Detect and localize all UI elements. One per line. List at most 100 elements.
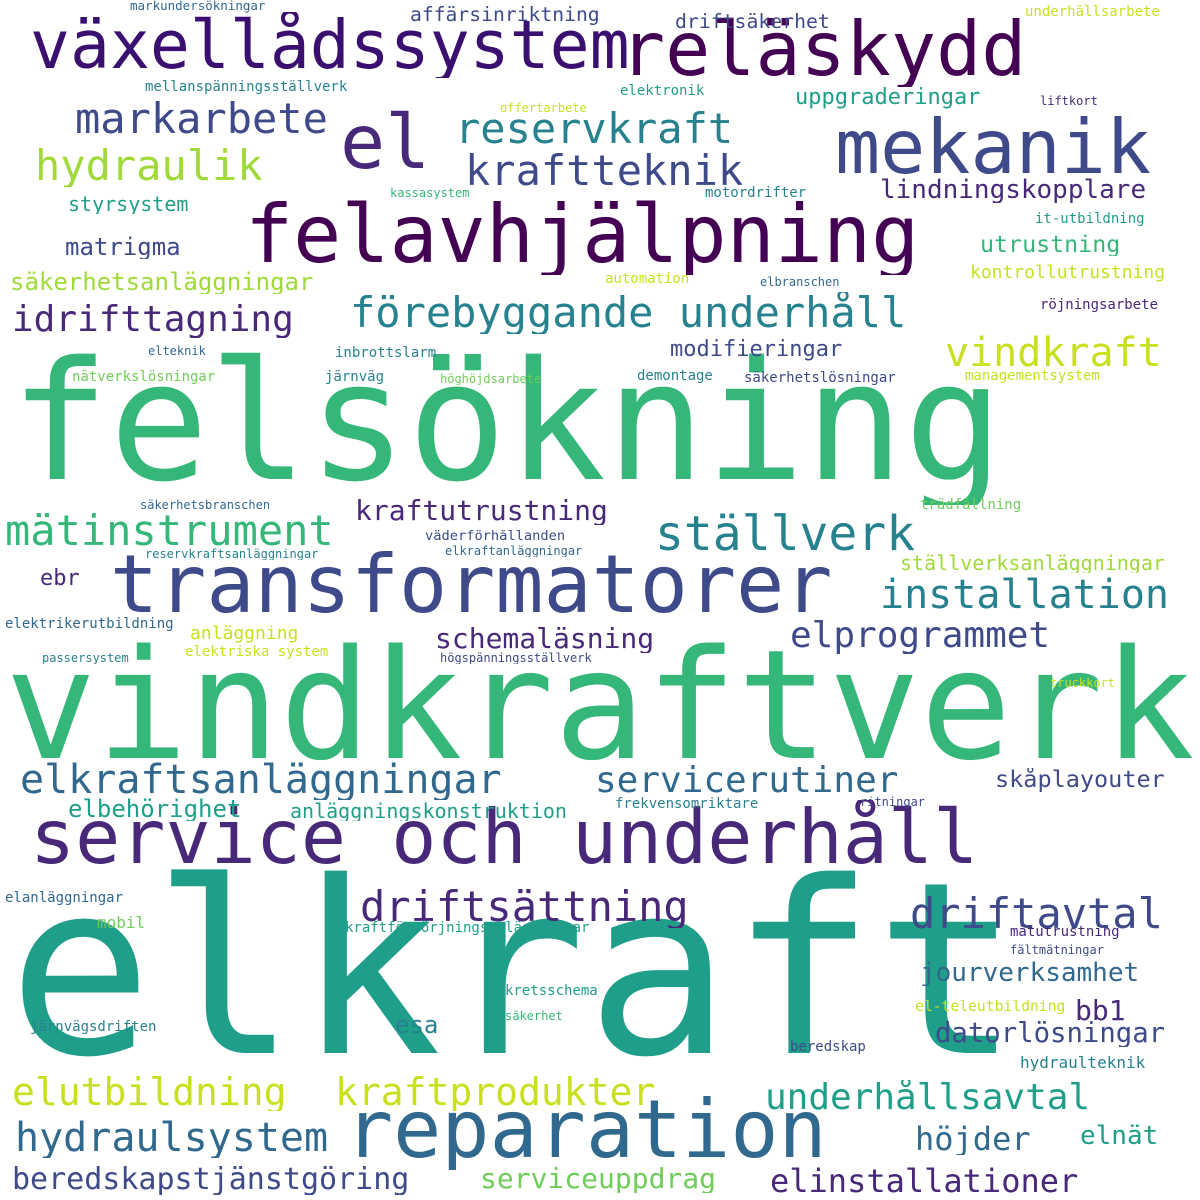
word-inbrottslarm: inbrottslarm [335,346,437,360]
word-kraftforsorjningsanlaggningar: kraftförsörjningsanläggningar [345,921,590,935]
word-kontrollutrustning: kontrollutrustning [970,264,1166,282]
word-elektriska-system: elektriska system [185,645,329,659]
word-sakerhetslosningar: säkerhetslösningar [744,371,896,385]
word-passersystem: passersystem [42,652,129,664]
word-managementsystem: managementsystem [965,369,1100,383]
word-elbranschen: elbranschen [760,276,840,288]
word-felavhjalpning: felavhjälpning [245,195,920,275]
word-driftavtal: driftavtal [910,893,1163,935]
word-forebyggande-underhall: förebyggande underhåll [350,292,907,334]
word-jarnvagsdriften: järnvägsdriften [30,1020,157,1034]
word-elektronik: elektronik [620,84,705,98]
word-elektrikerutbildning: elektrikerutbildning [5,617,174,631]
word-sakerhetsanlaggningar: säkerhetsanläggningar [10,270,314,294]
word-liftkort: liftkort [1040,95,1098,107]
word-skaplayouter: skåplayouter [995,768,1165,792]
word-mellanspanningsstallverk: mellanspänningsställverk [145,80,348,94]
word-underhallsavtal: underhållsavtal [765,1080,1091,1116]
word-hydraulsystem: hydraulsystem [15,1118,329,1158]
word-hydraulteknik: hydraulteknik [1020,1055,1146,1071]
word-bb1: bb1 [1075,997,1126,1025]
word-reparation: reparation [345,1090,827,1170]
word-kraftteknik: kraftteknik [465,150,744,192]
word-jarnvag: järnväg [325,370,385,384]
word-matutrustning: mätutrustning [1010,925,1120,939]
word-reservkraftsanlaggningar: reservkraftsanläggningar [145,548,319,560]
word-lindningskopplare: lindningskopplare [880,177,1147,203]
word-kassasystem: kassasystem [390,187,470,199]
word-elteknik: elteknik [148,345,206,357]
word-modifieringar: modifieringar [670,339,843,361]
word-elkraftanlaggningar: elkraftanläggningar [445,545,583,557]
word-offertarbete: offertarbete [500,102,587,114]
word-vaxelladssystem: växellådssystem [30,12,630,79]
word-matinstrument: mätinstrument [5,510,334,552]
word-installation: installation [880,575,1169,615]
word-markarbete: markarbete [75,98,328,140]
word-elinstallationer: elinstallationer [770,1165,1079,1197]
word-kraftutrustning: kraftutrustning [355,497,608,525]
word-affarsinriktning: affärsinriktning [410,5,600,25]
word-markundersokningar: markundersökningar [130,0,265,13]
word-hoghojdsarbete: höghöjdsarbete [440,373,542,385]
word-utrustning: utrustning [980,233,1120,257]
word-sakerhet: säkerhet [505,1010,563,1022]
word-beredskapstjanstgoring: beredskapstjänstgöring [12,1165,410,1195]
word-faltmatningar: fältmätningar [1010,944,1104,956]
word-anlaggningskonstruktion: anläggningskonstruktion [290,801,567,821]
word-elnat: elnät [1080,1123,1159,1149]
word-felsokning: felsökning [10,340,1004,505]
word-service-och-underhall: service och underhåll [30,800,979,875]
word-elkraft: elkraft [8,850,1020,1090]
word-hydraulik: hydraulik [35,145,263,187]
word-anlaggning: anläggning [190,625,299,643]
word-mekanik: mekanik [835,110,1152,185]
word-reservkraft: reservkraft [455,108,734,150]
word-elkraftsanlaggningar: elkraftsanläggningar [20,760,502,800]
word-hojder: höjder [915,1123,1031,1155]
word-driftsattning: driftsättning [360,886,689,928]
word-elanlaggningar: elanläggningar [5,891,124,905]
word-esa: esa [395,1013,439,1037]
word-natverkslosningar: nätverkslösningar [72,370,216,384]
word-rojningsarbete: röjningsarbete [1040,298,1159,312]
word-it-utbildning: it-utbildning [1035,212,1145,226]
word-vaderforhallanden: väderförhållanden [425,530,565,544]
word-truckkort: truckkort [1050,677,1116,689]
word-demontage: demontage [637,369,713,383]
word-motordrifter: motordrifter [705,186,807,200]
word-elbehorighet: elbehörighet [68,797,242,821]
word-elutbildning: elutbildning [12,1073,287,1111]
word-kraftprodukter: kraftprodukter [335,1073,656,1111]
word-elprogrammet: elprogrammet [790,618,1051,654]
word-ebr: ebr [40,568,80,590]
word-jourverksamhet: jourverksamhet [920,960,1140,986]
word-vindkraftverk: vindkraftverk [5,630,1195,782]
word-tradfallning: trädfällning [920,498,1022,512]
word-ritningar: ritningar [860,796,926,808]
word-frekvensomriktare: frekvensomriktare [615,797,759,811]
word-stallverk: ställverk [655,510,915,558]
word-mobil: mobil [97,915,146,931]
word-serviceuppdrag: serviceuppdrag [480,1165,717,1193]
word-stallverksanlaggningar: ställverksanläggningar [900,553,1165,573]
word-transformatorer: transformatorer [110,545,833,625]
word-hogspanningsstallverk: högspänningsställverk [440,652,592,664]
word-styrsystem: styrsystem [68,194,189,214]
word-vindkraft: vindkraft [945,333,1162,373]
word-uppgraderingar: uppgraderingar [795,87,981,109]
word-matrigma: matrigma [65,235,181,259]
word-underhallsarbete: underhållsarbete [1025,5,1160,19]
word-datorlosningar: datorlösningar [935,1020,1165,1048]
word-idrifttagning: idrifttagning [12,302,294,338]
word-schemalasning: schemaläsning [435,625,655,653]
word-el: el [340,105,431,180]
word-automation: automation [605,272,690,286]
word-el-teleutbildning: el-teleutbildning [915,1000,1065,1015]
word-kretsschema: kretsschema [505,984,598,998]
word-relaskydd: reläskydd [620,12,1027,87]
word-driftsakerhet: driftsäkerhet [675,12,830,32]
word-servicerutiner: servicerutiner [595,763,899,799]
word-beredskap: beredskap [790,1040,866,1054]
